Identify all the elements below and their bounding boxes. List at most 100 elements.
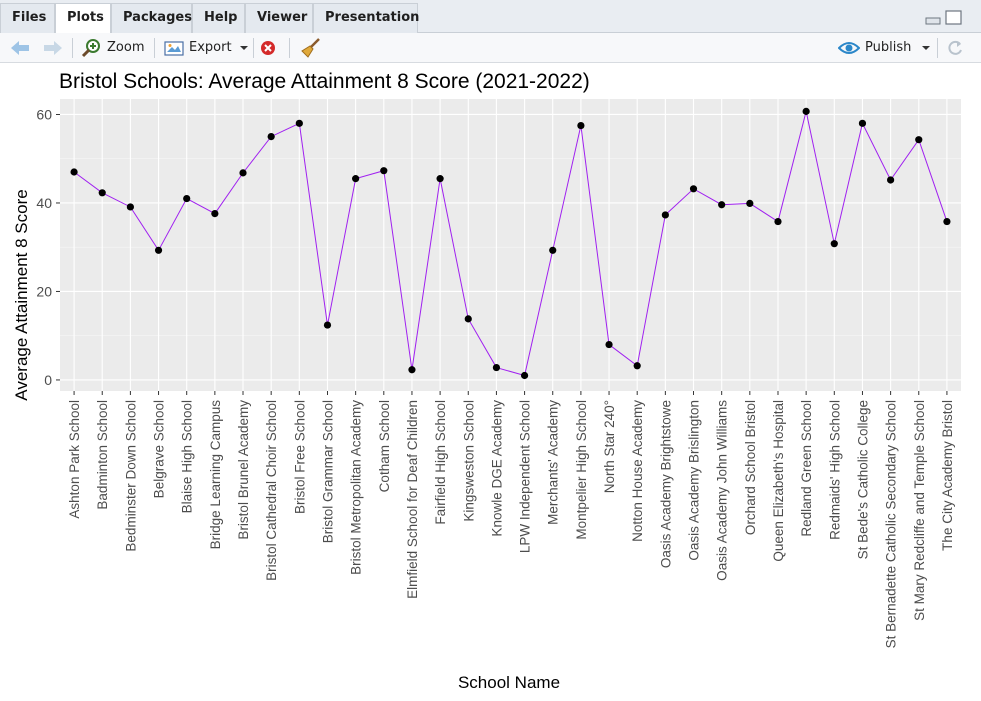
y-tick-label: 60 bbox=[36, 106, 52, 122]
y-tick-label: 40 bbox=[36, 195, 52, 211]
back-button[interactable] bbox=[10, 33, 30, 62]
x-tick-label: St Mary Redcliffe and Temple School bbox=[912, 400, 927, 621]
tab-files-label: Files bbox=[12, 10, 47, 25]
x-tick-label: Bedminster Down School bbox=[123, 400, 138, 552]
data-point bbox=[943, 217, 951, 226]
x-tick-label: Bristol Free School bbox=[292, 400, 307, 514]
tab-plots-label: Plots bbox=[67, 10, 104, 25]
x-tick-label: St Bede's Catholic College bbox=[855, 400, 870, 559]
x-tick-label: Bristol Metropolitan Academy bbox=[349, 400, 364, 575]
zoom-button[interactable]: Zoom bbox=[81, 33, 144, 62]
x-tick-label: LPW Independent School bbox=[518, 400, 533, 553]
data-point bbox=[323, 321, 332, 329]
remove-x-icon bbox=[261, 40, 275, 55]
x-tick-label: Badminton School bbox=[95, 400, 110, 510]
x-tick-label: Cotham School bbox=[377, 400, 392, 492]
data-point bbox=[718, 201, 726, 209]
attainment-line-chart: Bristol Schools: Average Attainment 8 Sc… bbox=[12, 70, 961, 692]
tab-viewer[interactable]: Viewer bbox=[245, 3, 313, 33]
x-tick-label: Bristol Grammar School bbox=[320, 400, 335, 543]
caret-down-icon bbox=[922, 45, 931, 50]
data-point bbox=[98, 189, 106, 197]
data-point bbox=[70, 168, 78, 176]
data-point bbox=[858, 119, 867, 127]
forward-button[interactable] bbox=[43, 33, 63, 62]
y-axis: 0 20 40 60 bbox=[36, 106, 60, 388]
x-tick-label: Queen Elizabeth's Hospital bbox=[771, 400, 786, 562]
refresh-button[interactable] bbox=[946, 33, 964, 62]
data-point bbox=[689, 185, 698, 193]
data-point bbox=[774, 217, 782, 226]
tab-viewer-label: Viewer bbox=[257, 10, 308, 25]
data-point bbox=[549, 246, 557, 254]
data-point bbox=[577, 121, 585, 130]
data-point bbox=[492, 363, 501, 372]
y-axis-title: Average Attainment 8 Score bbox=[12, 189, 31, 400]
x-tick-label: Merchants' Academy bbox=[546, 400, 561, 525]
x-tick-label: Bristol Cathedral Choir School bbox=[264, 400, 279, 581]
maximize-pane-icon[interactable] bbox=[945, 10, 962, 25]
x-tick-label: Montpelier High School bbox=[574, 400, 589, 540]
tab-packages[interactable]: Packages bbox=[111, 3, 192, 33]
export-button[interactable]: Export bbox=[163, 33, 250, 62]
plot-viewer: Bristol Schools: Average Attainment 8 Sc… bbox=[0, 63, 981, 697]
data-point bbox=[464, 315, 472, 323]
data-points bbox=[70, 107, 951, 380]
x-tick-label: Fairfield High School bbox=[433, 400, 448, 525]
x-tick-label: Bristol Brunel Academy bbox=[236, 400, 251, 540]
x-tick-label: Kingsweston School bbox=[461, 400, 476, 522]
zoom-label: Zoom bbox=[107, 40, 145, 55]
data-point bbox=[746, 199, 754, 208]
y-tick-label: 20 bbox=[36, 283, 52, 299]
x-tick-label: Knowle DGE Academy bbox=[489, 400, 504, 537]
window-controls bbox=[925, 10, 963, 30]
data-point bbox=[520, 371, 529, 380]
tab-plots[interactable]: Plots bbox=[55, 3, 111, 34]
x-tick-label: Ashton Park School bbox=[67, 400, 82, 519]
data-point bbox=[380, 167, 388, 175]
export-image-icon bbox=[164, 40, 184, 56]
x-axis: Ashton Park School Badminton School Bedmin… bbox=[67, 391, 955, 648]
publish-label: Publish bbox=[865, 40, 912, 55]
refresh-icon bbox=[948, 40, 962, 55]
publish-button[interactable]: Publish bbox=[838, 33, 932, 62]
x-tick-label: Oasis Academy Brightstowe bbox=[658, 400, 673, 568]
remove-plot-button[interactable] bbox=[260, 33, 276, 62]
pane-tab-bar: Files Plots Packages Help Viewer Present… bbox=[0, 0, 981, 34]
tab-help[interactable]: Help bbox=[192, 3, 245, 33]
plots-toolbar: Zoom Export Publish bbox=[0, 33, 981, 63]
minimize-pane-icon[interactable] bbox=[925, 17, 941, 25]
clear-all-plots-button[interactable] bbox=[300, 33, 322, 62]
data-point bbox=[661, 211, 669, 219]
export-label: Export bbox=[189, 40, 232, 55]
x-tick-label: Blaise High School bbox=[180, 400, 195, 513]
broom-icon bbox=[301, 37, 320, 58]
data-point bbox=[183, 194, 191, 203]
data-point bbox=[436, 175, 444, 183]
publish-eye-icon bbox=[838, 41, 860, 54]
tab-packages-label: Packages bbox=[123, 10, 192, 25]
data-point bbox=[408, 366, 416, 374]
data-point bbox=[267, 133, 275, 141]
x-tick-label: North Star 240° bbox=[602, 400, 617, 493]
y-tick-label: 0 bbox=[44, 372, 52, 388]
data-point bbox=[154, 246, 163, 254]
data-point bbox=[802, 107, 810, 115]
x-tick-label: Bridge Learning Campus bbox=[208, 400, 223, 550]
data-point bbox=[605, 340, 613, 349]
tab-presentation[interactable]: Presentation bbox=[313, 3, 420, 33]
x-tick-label: Redland Green School bbox=[799, 400, 814, 537]
x-tick-label: Orchard School Bristol bbox=[743, 400, 758, 535]
data-point bbox=[352, 175, 360, 183]
series-line bbox=[73, 111, 948, 377]
grid-lines bbox=[60, 99, 961, 391]
tab-files[interactable]: Files bbox=[0, 3, 55, 33]
x-tick-label: Oasis Academy Brislington bbox=[687, 400, 702, 561]
data-point bbox=[887, 176, 895, 184]
zoom-magnifier-icon bbox=[81, 38, 100, 57]
tab-presentation-label: Presentation bbox=[325, 10, 420, 25]
x-tick-label: The City Academy Bristol bbox=[940, 400, 955, 551]
chart-title: Bristol Schools: Average Attainment 8 Sc… bbox=[59, 70, 590, 93]
tab-help-label: Help bbox=[204, 10, 238, 25]
data-point bbox=[295, 119, 303, 127]
